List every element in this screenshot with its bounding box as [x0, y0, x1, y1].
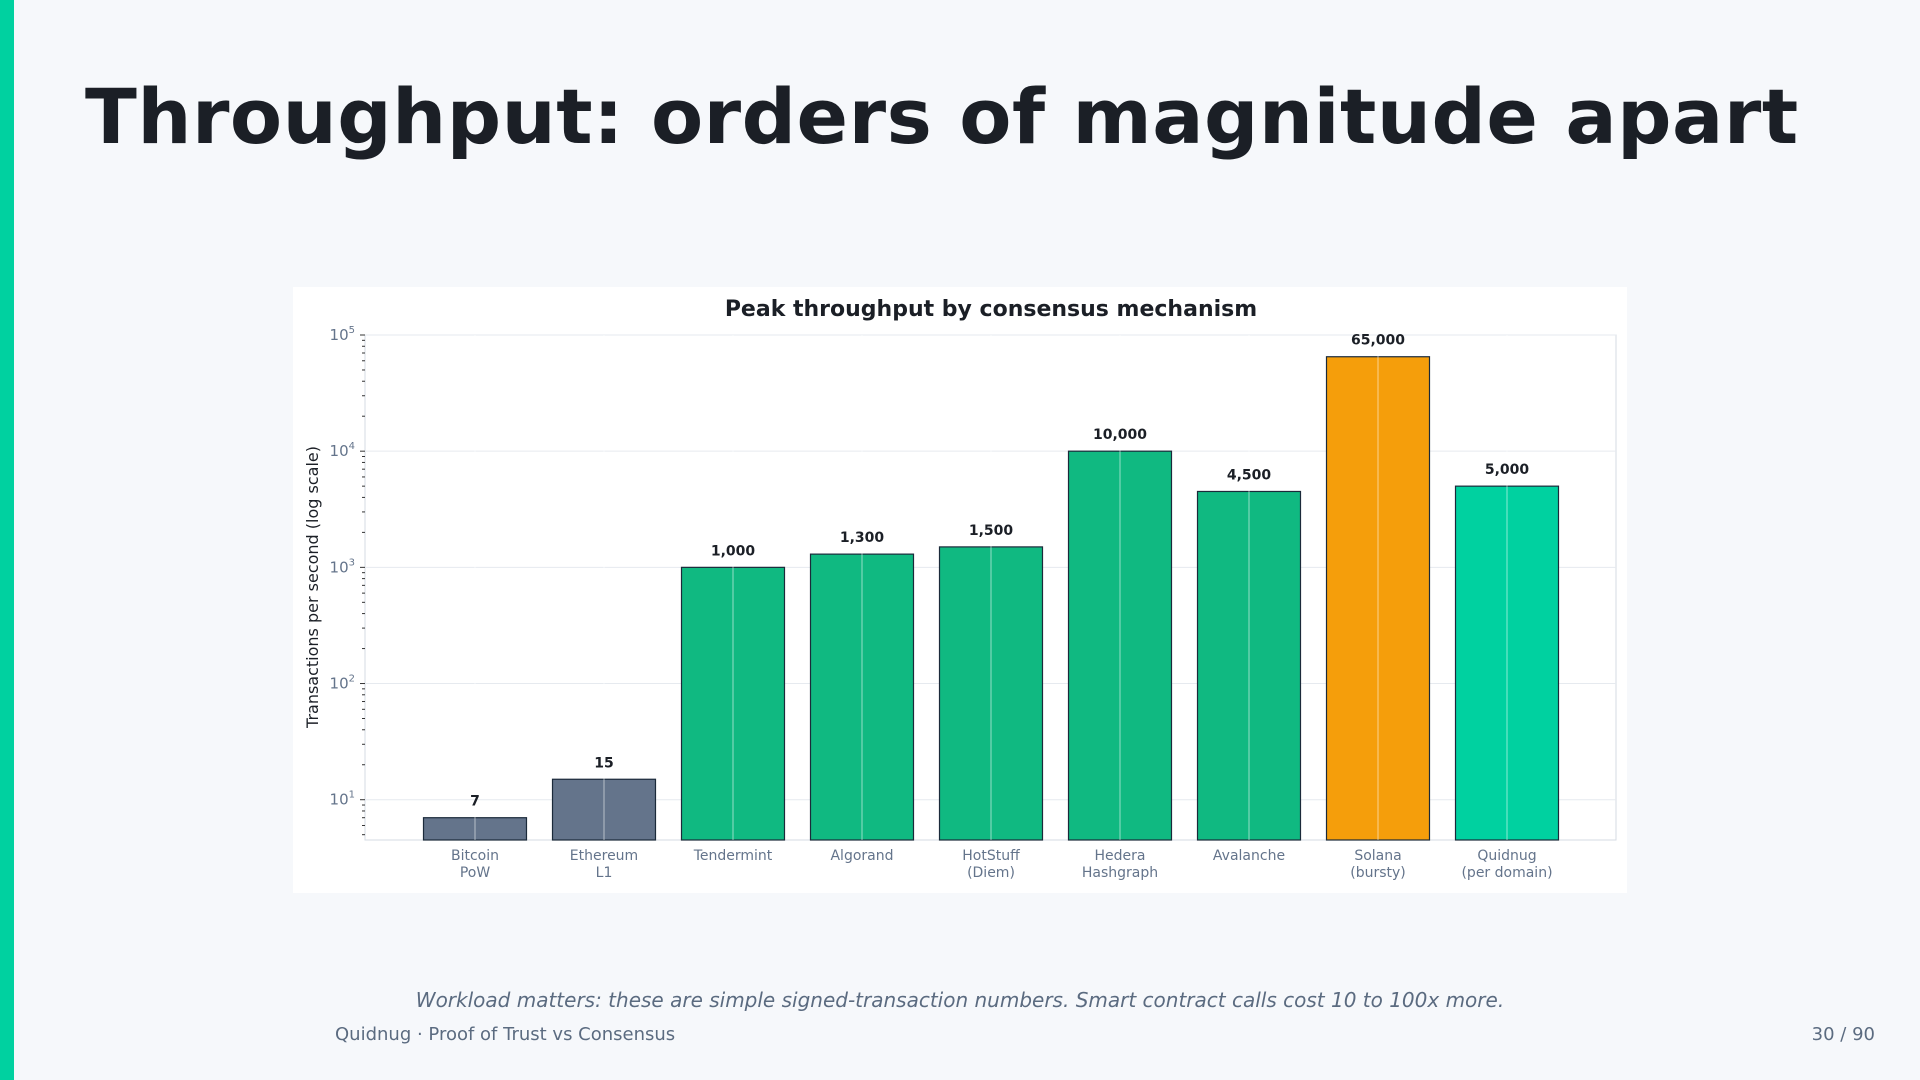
y-tick-label: 104: [330, 441, 355, 460]
x-tick-label: Avalanche: [1213, 848, 1285, 864]
x-tick-label: Ethereum: [570, 848, 638, 864]
data-label: 15: [594, 755, 613, 771]
x-tick-label: L1: [596, 865, 613, 881]
x-tick-label: PoW: [460, 865, 491, 881]
y-tick-label: 105: [330, 325, 355, 344]
x-tick-label: Hashgraph: [1082, 865, 1158, 881]
x-tick-label: (per domain): [1461, 865, 1552, 881]
x-tick-label: Hedera: [1095, 848, 1146, 864]
x-tick-label: Quidnug: [1477, 848, 1536, 864]
x-tick-label: Tendermint: [693, 848, 773, 864]
x-tick-label: (Diem): [967, 865, 1015, 881]
data-label: 65,000: [1351, 333, 1405, 349]
slide-title: Throughput: orders of magnitude apart: [85, 72, 1799, 161]
caption: Workload matters: these are simple signe…: [415, 988, 1505, 1012]
data-label: 1,500: [969, 523, 1014, 539]
footer-deck-title: Quidnug · Proof of Trust vs Consensus: [335, 1024, 676, 1045]
chart-title: Peak throughput by consensus mechanism: [725, 297, 1257, 322]
throughput-chart: Peak throughput by consensus mechanism T…: [303, 297, 1617, 881]
x-tick-label: Algorand: [830, 848, 893, 864]
data-label: 10,000: [1093, 427, 1147, 443]
y-axis-label: Transactions per second (log scale): [303, 446, 322, 729]
x-tick-label: Bitcoin: [451, 848, 499, 864]
y-tick-label: 101: [330, 790, 355, 809]
x-tick-label: (bursty): [1350, 865, 1406, 881]
page-number: 30 / 90: [1811, 1024, 1875, 1045]
y-tick-label: 103: [330, 557, 355, 576]
data-label: 5,000: [1485, 462, 1530, 478]
data-label: 1,300: [840, 530, 885, 546]
data-label: 1,000: [711, 543, 756, 559]
x-tick-label: Solana: [1354, 848, 1401, 864]
data-label: 7: [470, 794, 480, 810]
accent-bar: [0, 0, 14, 1080]
y-tick-label: 102: [330, 674, 355, 693]
x-tick-label: HotStuff: [962, 848, 1020, 864]
chart-card: Peak throughput by consensus mechanism T…: [293, 287, 1627, 893]
data-label: 4,500: [1227, 467, 1272, 483]
